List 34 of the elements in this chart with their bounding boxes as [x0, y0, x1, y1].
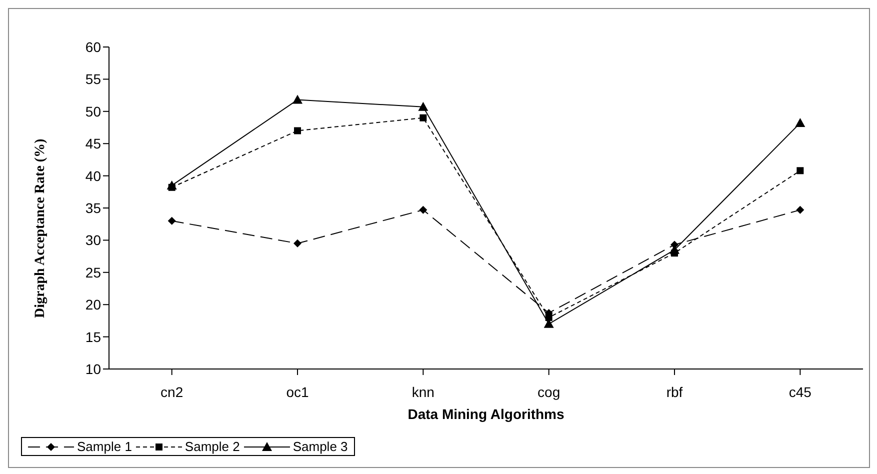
y-tick-label: 20: [85, 296, 102, 313]
legend-label: Sample 1: [77, 439, 132, 454]
x-axis-title: Data Mining Algorithms: [408, 406, 565, 422]
x-tick-label: cn2: [160, 384, 184, 400]
point: [671, 250, 678, 257]
x-tick-label: c45: [788, 384, 812, 400]
y-tick-label: 15: [85, 328, 102, 345]
y-tick-label: 30: [85, 232, 102, 248]
point: [420, 114, 427, 122]
y-tick-label: 45: [85, 136, 102, 152]
point: [418, 102, 428, 111]
x-tick-label: cog: [538, 384, 560, 400]
point: [168, 184, 176, 191]
y-tick-label: 35: [85, 200, 102, 216]
y-tick-label: 10: [85, 360, 102, 377]
y-tick-label: 40: [85, 168, 102, 184]
y-axis-title: Digraph Acceptance Rate (%): [32, 138, 48, 318]
point: [292, 94, 302, 104]
legend-label: Sample 3: [292, 439, 348, 454]
point: [796, 206, 804, 214]
point: [796, 167, 804, 174]
legend-label: Sample 2: [184, 439, 240, 454]
point: [294, 239, 302, 248]
y-tick-label: 55: [85, 71, 102, 88]
y-tick-label: 50: [85, 103, 102, 120]
point: [294, 127, 301, 134]
point: [795, 118, 806, 127]
point: [168, 216, 176, 225]
y-tick-label: 60: [85, 38, 102, 55]
x-tick-label: oc1: [286, 384, 309, 400]
x-tick-label: knn: [412, 384, 434, 400]
x-tick-label: rbf: [666, 384, 683, 400]
point: [419, 206, 428, 214]
y-tick-label: 25: [85, 264, 102, 280]
